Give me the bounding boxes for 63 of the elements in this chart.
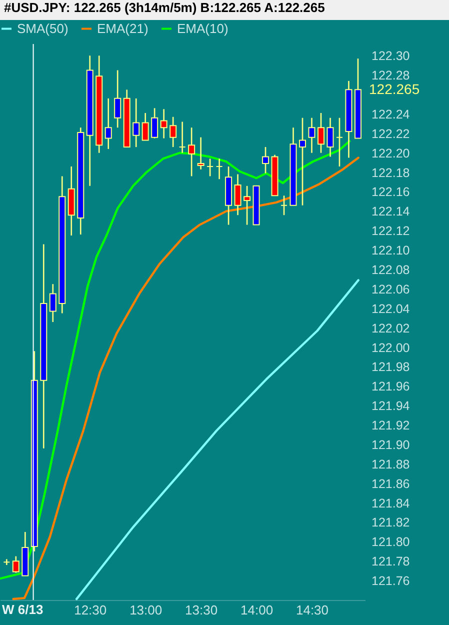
x-tick-label: 14:30	[296, 602, 329, 618]
candlestick	[170, 116, 177, 148]
y-tick-label: 121.94	[372, 399, 410, 414]
candlestick	[206, 158, 214, 177]
candlestick	[299, 117, 306, 206]
candlestick	[3, 558, 10, 566]
y-tick-label: 122.12	[372, 224, 410, 238]
y-tick-label: 121.90	[372, 438, 410, 452]
candlestick	[49, 283, 56, 323]
y-tick-label: 122.28	[372, 68, 410, 83]
y-tick-label: 122.18	[372, 166, 410, 180]
candlestick	[151, 108, 158, 139]
x-tick-label: 13:00	[130, 602, 162, 618]
candlestick	[12, 556, 20, 574]
y-tick-label: 122.08	[372, 263, 410, 278]
y-tick-label: 122.00	[372, 340, 410, 355]
candlestick	[197, 136, 204, 170]
candlestick	[178, 121, 186, 154]
y-tick-label: 121.84	[372, 496, 410, 510]
candlestick	[308, 117, 316, 154]
candlestick	[216, 158, 223, 180]
text: W 6/13	[2, 602, 44, 617]
y-tick-label: 122.04	[372, 302, 410, 316]
y-tick-label: 121.92	[372, 418, 410, 433]
text: 122.265	[369, 81, 420, 97]
y-tick-label: 121.88	[372, 457, 410, 472]
y-tick-label: 121.86	[372, 476, 410, 491]
y-tick-label: 122.30	[372, 49, 410, 64]
y-tick-label: 121.96	[372, 380, 410, 394]
candlestick	[244, 185, 251, 226]
chart-title: #USD.JPY: 122.265 (3h14m/5m) B:122.265 A:122.265	[0, 0, 449, 20]
y-tick-label: 122.16	[372, 185, 410, 200]
candlestick	[104, 98, 112, 150]
y-tick-label: 122.20	[372, 146, 410, 160]
y-tick-label: 122.24	[372, 107, 410, 122]
candlestick	[142, 112, 149, 141]
candlestick	[317, 112, 324, 154]
candlestick	[132, 98, 140, 148]
legend-label: EMA(10)	[177, 20, 228, 36]
y-tick-label: 122.10	[372, 244, 410, 258]
legend-label: EMA(21)	[97, 20, 148, 36]
y-tick-label: 122.14	[372, 204, 410, 219]
y-tick-label: 121.82	[372, 516, 410, 530]
y-tick-label: 122.06	[372, 282, 410, 296]
candlestick	[188, 126, 196, 177]
y-tick-label: 121.76	[372, 574, 410, 588]
x-tick-label: 13:30	[185, 602, 218, 618]
y-tick-label: 121.80	[372, 535, 410, 550]
line-series	[75, 279, 360, 600]
y-tick-label: 121.78	[372, 554, 410, 569]
legend-label: SMA(50)	[17, 20, 68, 36]
candlestick	[336, 117, 343, 168]
candlestick	[114, 70, 122, 128]
y-tick-label: 121.98	[372, 360, 410, 374]
candlestick	[160, 108, 168, 139]
x-tick-label: 12:30	[74, 602, 107, 618]
x-tick-label: 14:00	[240, 602, 274, 618]
candlestick	[234, 174, 242, 216]
y-tick-label: 122.02	[372, 321, 410, 336]
candlestick	[326, 117, 334, 158]
y-tick-label: 122.22	[372, 126, 410, 141]
candlestick	[280, 194, 288, 216]
candlestick	[262, 146, 270, 174]
